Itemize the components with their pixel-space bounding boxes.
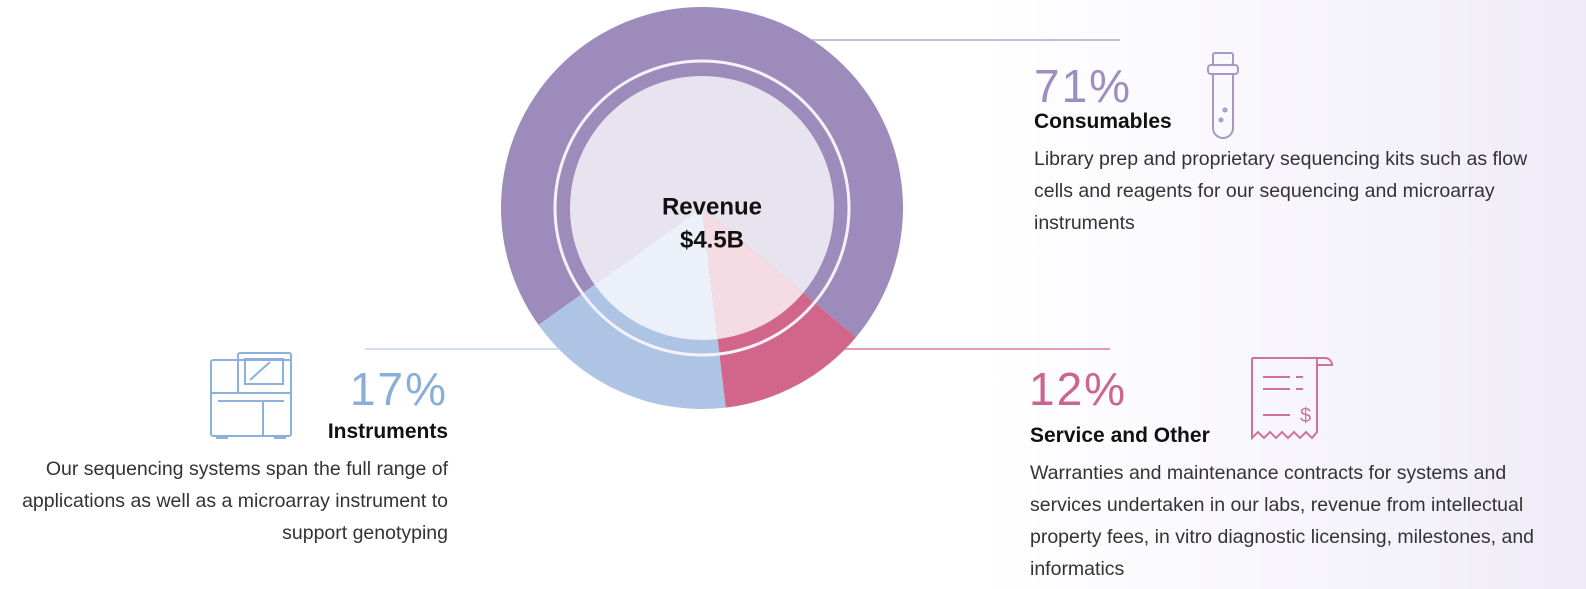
percent-label: 12%	[1029, 363, 1128, 415]
description: Library prep and proprietary sequencing …	[1034, 148, 1528, 234]
category-label: Service and Other	[1030, 424, 1210, 447]
instrument-icon	[210, 352, 292, 439]
inner-slice	[702, 208, 804, 340]
center-value: $4.5B	[680, 226, 744, 253]
receipt-icon: $	[1251, 357, 1334, 441]
description: Warranties and maintenance contracts for…	[1030, 462, 1535, 580]
inner-ring	[553, 59, 851, 357]
category-label: Instruments	[327, 420, 448, 443]
inner-slice	[570, 76, 834, 293]
category-label: Consumables	[1034, 110, 1172, 133]
percent-label: 71%	[1034, 60, 1133, 112]
svg-text:$: $	[1300, 405, 1311, 427]
percent-label: 17%	[349, 363, 448, 415]
inner-slice	[594, 208, 718, 340]
test-tube-icon	[1207, 52, 1239, 139]
description: Our sequencing systems span the full ran…	[22, 458, 448, 544]
center-title: Revenue	[662, 193, 762, 220]
donut	[501, 6, 903, 409]
